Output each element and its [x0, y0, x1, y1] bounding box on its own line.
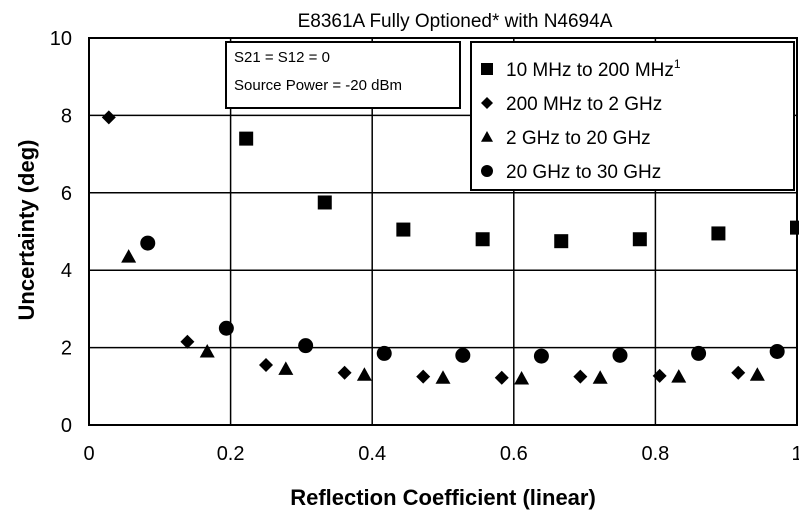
chart-title: E8361A Fully Optioned* with N4694A	[298, 11, 613, 32]
square-point	[554, 234, 569, 249]
diamond-point	[180, 334, 195, 349]
x-tick-label: 0.8	[641, 443, 669, 465]
y-tick-label: 6	[61, 183, 72, 205]
triangle-point	[514, 371, 530, 385]
diamond-point	[101, 110, 116, 125]
legend-label: 200 MHz to 2 GHz	[506, 94, 662, 115]
circle-point	[218, 320, 234, 336]
data-markers	[101, 110, 799, 385]
circle-point	[455, 347, 471, 363]
x-tick-label: 0	[83, 443, 94, 465]
y-tick-label: 2	[61, 338, 72, 360]
square-point	[711, 226, 726, 241]
annotation-line-1: S21 = S12 = 0	[234, 49, 330, 66]
circle-point	[298, 338, 314, 354]
legend-triangle-icon	[481, 131, 493, 142]
circle-point	[140, 235, 156, 251]
triangle-point	[749, 367, 765, 381]
circle-point	[769, 343, 785, 359]
legend-label: 10 MHz to 200 MHz1	[506, 57, 681, 81]
diamond-point	[494, 370, 509, 385]
triangle-point	[671, 369, 687, 383]
legend-label: 2 GHz to 20 GHz	[506, 128, 651, 149]
diamond-point	[259, 358, 273, 373]
diamond-point	[731, 365, 746, 380]
annotation-box: S21 = S12 = 0 Source Power = -20 dBm	[225, 41, 461, 109]
triangle-point	[121, 249, 137, 263]
square-point	[239, 131, 254, 146]
y-tick-label: 10	[50, 28, 72, 50]
y-axis-label: Uncertainty (deg)	[14, 140, 39, 321]
diamond-point	[416, 369, 431, 384]
circle-point	[376, 345, 392, 361]
plot-frame	[88, 37, 798, 426]
square-point	[790, 220, 799, 235]
square-point	[632, 232, 647, 247]
circle-point	[691, 345, 707, 361]
legend-circle-icon	[481, 165, 493, 177]
diamond-point	[337, 365, 352, 380]
square-point	[317, 195, 332, 210]
square-point	[396, 222, 411, 237]
legend: 10 MHz to 200 MHz1 200 MHz to 2 GHz 2 GHz …	[470, 41, 795, 191]
diamond-point	[652, 368, 667, 383]
x-tick-label: 1	[791, 443, 799, 465]
circle-point	[533, 348, 549, 364]
y-tick-label: 0	[61, 415, 72, 437]
legend-label: 20 GHz to 30 GHz	[506, 162, 661, 183]
triangle-point	[356, 367, 372, 381]
annotation-line-2: Source Power = -20 dBm	[234, 77, 402, 94]
y-tick-label: 4	[61, 260, 72, 282]
diamond-point	[573, 369, 588, 384]
triangle-point	[278, 361, 294, 375]
triangle-point	[435, 370, 451, 384]
circle-point	[612, 347, 628, 363]
x-tick-label: 0.4	[358, 443, 386, 465]
legend-square-icon	[481, 63, 493, 75]
x-tick-label: 0.6	[500, 443, 528, 465]
y-tick-label: 8	[61, 105, 72, 127]
triangle-point	[592, 370, 608, 384]
x-tick-label: 0.2	[217, 443, 245, 465]
x-axis-label: Reflection Coefficient (linear)	[290, 485, 596, 510]
legend-diamond-icon	[481, 97, 493, 109]
triangle-point	[199, 343, 215, 358]
square-point	[475, 232, 490, 247]
